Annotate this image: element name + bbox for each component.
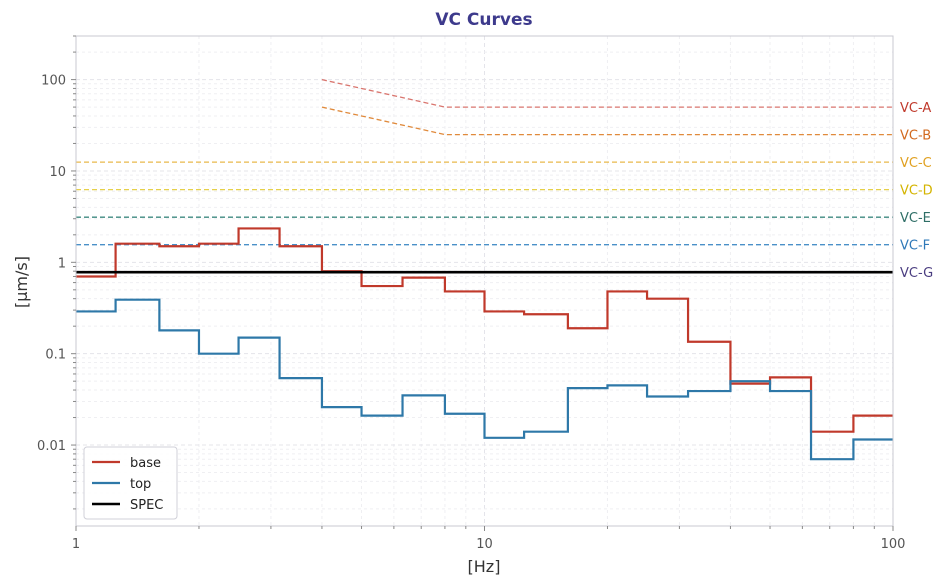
legend-label-spec: SPEC <box>130 498 163 513</box>
y-tick-label: 1 <box>58 256 66 271</box>
x-axis-label: [Hz] <box>468 557 501 576</box>
vc-a-label: VC-A <box>900 101 931 116</box>
vc-f-label: VC-F <box>900 239 930 254</box>
legend-box <box>83 446 178 520</box>
x-tick-label: 100 <box>881 537 906 552</box>
data-series <box>76 227 893 461</box>
vc-b-curve <box>321 106 893 136</box>
vc-g-label: VC-G <box>900 266 933 281</box>
grid <box>75 35 894 526</box>
y-tick-label: 100 <box>41 74 66 89</box>
legend-label-top: top <box>130 477 151 492</box>
vc-b-label: VC-B <box>900 129 931 144</box>
vc-d-label: VC-D <box>900 184 933 199</box>
legend-label-base: base <box>130 456 161 471</box>
top-series-line <box>76 298 893 461</box>
vc-e-label: VC-E <box>900 211 931 226</box>
y-tick-label: 0.1 <box>45 348 66 363</box>
x-tick-label: 10 <box>476 537 493 552</box>
curve-labels: VC-A VC-B VC-C VC-D VC-E VC-F VC-G <box>900 101 933 281</box>
y-axis-label: [µm/s] <box>12 256 31 308</box>
base-series-line <box>76 227 893 433</box>
vc-a-curve <box>321 78 893 108</box>
chart-title: VC Curves <box>435 10 532 30</box>
y-tick-label: 0.01 <box>37 439 66 454</box>
vc-c-label: VC-C <box>900 156 932 171</box>
y-tick-label: 10 <box>49 165 66 180</box>
legend: base top SPEC <box>83 446 178 520</box>
axis-ticks: 1 10 100 0.01 0.1 1 10 100 <box>37 35 906 552</box>
x-tick-label: 1 <box>72 537 80 552</box>
